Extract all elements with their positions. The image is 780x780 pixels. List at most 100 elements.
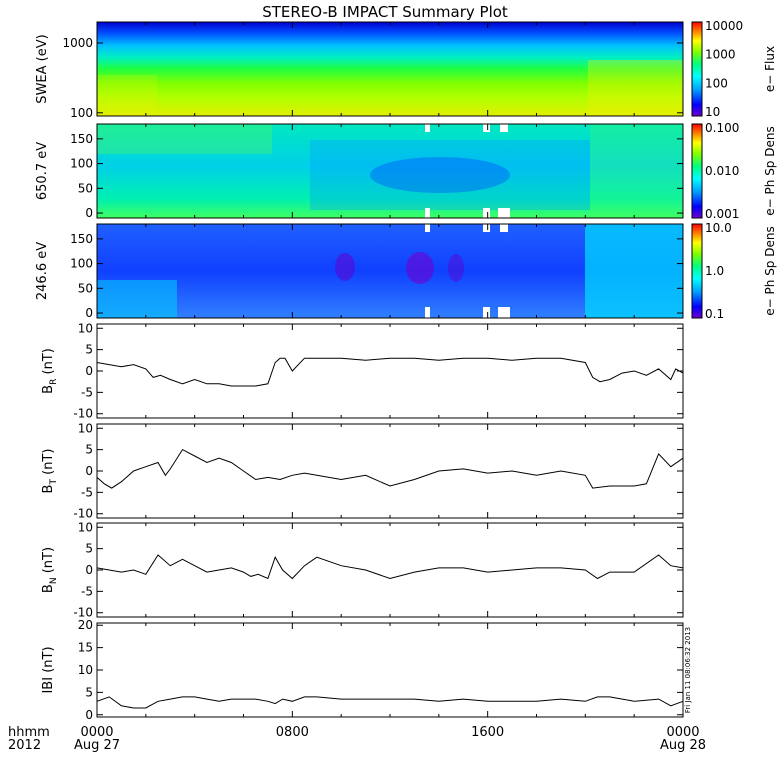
pad_650-ylabel: 650.7 eV [35,142,50,200]
creation-stamp: Fri Jan 11 08:06:32 2013 [684,627,692,713]
bmag-ylabel-unit: (nT) [41,646,56,676]
bmag-series-line [96,696,684,709]
bt-frame [96,423,684,519]
swea-ytick-label: 100 [70,106,93,120]
footer-year: 2012 [8,738,41,753]
br-ytick-label: 5 [85,343,93,357]
swea-colorbar-label: e− Flux [763,46,777,92]
pad-246-gap-1 [425,224,430,232]
pad-650-gap-1 [425,124,430,132]
bn-ytick-label: 0 [85,563,93,577]
bt-ytick-label: 5 [85,443,93,457]
bn-ylabel-sub: N [49,577,59,584]
x-axis-label-0: 0000 [80,725,113,740]
pad-650-green-end [590,124,683,218]
colorbar-pad-650-scale [691,123,703,219]
bn-ytick-label: -5 [81,584,93,598]
bmag-ytick-label: 20 [78,618,93,632]
swea-colorbar-tick-label: 10 [705,105,720,119]
pad-246-gap-3 [500,224,508,232]
bmag-ytick-label: 5 [85,685,93,699]
colorbar-swea-scale [691,21,703,117]
br-ylabel: BR (nT) [41,348,59,394]
pad-650-spectrogram [97,124,683,218]
br-ylabel-unit: (nT) [41,348,56,378]
pad_650-colorbar-tick-label: 0.001 [705,207,739,221]
pad-650-lowflux-core [370,157,510,193]
br-ytick-label: 10 [78,321,93,335]
bn-ytick-label: 10 [78,520,93,534]
br-series-line [96,357,684,387]
pad-246-cyan-start [97,280,177,318]
bn-ylabel-unit: (nT) [41,547,56,577]
pad_246-ytick-label: 0 [85,306,93,320]
bn-ylabel-main: B [41,584,56,593]
bmag-frame [96,622,684,718]
pad_246-ytick-label: 100 [70,257,93,271]
pad-246-gap-4 [425,307,430,318]
bt-ylabel-main: B [41,485,56,494]
br-ytick-label: -5 [81,385,93,399]
swea-ytick-label: 1000 [62,36,93,50]
bn-ytick-label: -10 [73,606,93,620]
pad-246-cyan-end [585,224,683,318]
pad-246-gap-6 [498,307,510,318]
pad_650-ytick-label: 100 [70,157,93,171]
pad-650-gap-2 [483,124,490,132]
bn-ylabel: BN (nT) [41,547,59,593]
pad_246-colorbar-tick-label: 0.1 [705,307,724,321]
footer-hhmm: hhmm [8,725,50,740]
bmag-ytick-label: 10 [78,663,93,677]
bt-ytick-label: 0 [85,464,93,478]
swea-spectrogram [97,22,683,116]
colorbar-pad-246 [691,223,703,319]
pad_246-ylabel: 246.6 eV [35,242,50,300]
swea-colorbar-tick-label: 1000 [705,48,736,62]
bn-ytick-label: 5 [85,542,93,556]
pad_650-colorbar-label: e− Ph Sp Dens [763,126,777,215]
x-axis-label-1: 0800 [276,725,309,740]
colorbar-pad-246-scale [691,223,703,319]
pad_650-colorbar-tick-label: 0.100 [705,121,739,135]
pad_246-colorbar-label: e− Ph Sp Dens [763,226,777,315]
pad-246-minimum-1 [335,253,355,281]
bmag-ylabel-main: IBI [41,677,56,694]
pad-650-green-start [97,124,272,154]
x-axis-date-0: Aug 27 [74,738,120,753]
swea-colorbar-tick-label: 10000 [705,19,743,33]
panel-pad-650 [96,123,684,219]
pad_246-colorbar-tick-label: 10.0 [705,221,732,235]
pad-246-gap-5 [483,307,490,318]
bn-series-line [96,554,684,580]
pad_246-colorbar-tick-label: 1.0 [705,264,724,278]
plot-title: STEREO-B IMPACT Summary Plot [262,3,508,21]
pad-246-minimum-2 [406,252,434,284]
bt-ylabel-sub: T [49,479,59,486]
bmag-ytick-label: 0 [85,708,93,722]
swea-enhancement-late [588,60,683,116]
bt-series-line [96,448,684,489]
colorbar-pad-650 [691,123,703,219]
colorbar-swea [691,21,703,117]
pad-246-gap-2 [483,224,490,232]
bn-frame [96,522,684,618]
x-axis-date-3: Aug 28 [660,738,706,753]
pad_650-ytick-label: 150 [70,132,93,146]
pad_246-ytick-label: 150 [70,232,93,246]
x-axis-label-3: 0000 [666,725,699,740]
pad-246-minimum-3 [448,254,464,282]
swea-enhancement-early [97,75,157,116]
pad_246-ytick-label: 50 [78,281,93,295]
pad_650-ytick-label: 0 [85,206,93,220]
pad-650-gap-3 [500,124,508,132]
panel-pad-246 [96,223,684,319]
br-ylabel-sub: R [49,379,59,385]
bmag-ytick-label: 15 [78,641,93,655]
pad-650-gap-4 [425,208,430,218]
bt-ylabel-unit: (nT) [41,449,56,479]
swea-ylabel: SWEA (eV) [35,34,50,103]
pad_650-colorbar-tick-label: 0.010 [705,164,739,178]
pad-650-gap-6 [498,208,510,218]
